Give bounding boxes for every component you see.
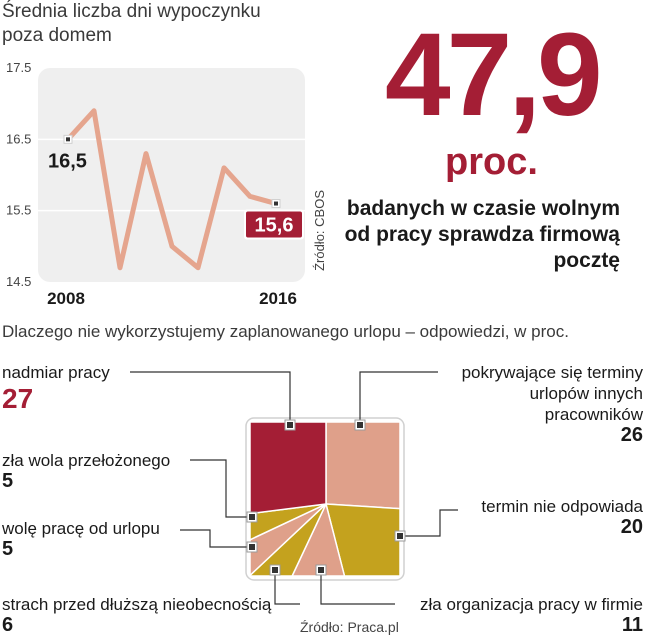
x-tick-label: 2016 — [259, 289, 297, 308]
y-tick-label: 14.5 — [6, 274, 31, 289]
x-tick-label: 2008 — [47, 289, 85, 308]
y-tick-label: 16.5 — [6, 131, 31, 146]
value-prefer-work: 5 — [2, 538, 14, 560]
data-point-core — [274, 201, 278, 206]
headline-value: 47,9 — [385, 9, 603, 141]
leader-line-overlap — [359, 371, 438, 425]
leader-line-prefer-work — [180, 529, 252, 548]
leader-marker-core — [357, 422, 363, 428]
label-prefer-work: wolę pracę od urlopu — [2, 519, 160, 538]
value-fear: 6 — [2, 614, 14, 636]
leader-line-boss — [190, 459, 252, 518]
line-chart-panel — [38, 68, 305, 282]
label-organisation: zła organizacja pracy w firmie — [420, 595, 643, 614]
pie-chart-source: Źródło: Praca.pl — [300, 619, 399, 635]
leader-line-bad-time — [400, 509, 458, 537]
label-fear: strach przed dłuższą nieobecnością — [2, 595, 272, 614]
y-tick-label: 15.5 — [6, 203, 31, 218]
label-bad-time: termin nie odpowiada — [481, 497, 643, 516]
leader-marker-core — [249, 544, 255, 550]
data-label-last: 15,6 — [255, 215, 294, 237]
pie-slice-overlap — [325, 421, 401, 510]
value-bad-time: 20 — [620, 516, 643, 538]
headline-description: badanych w czasie wolnym od pracy sprawd… — [344, 197, 620, 272]
value-boss: 5 — [2, 470, 14, 492]
leader-marker-core — [287, 422, 293, 428]
line-chart-title: Średnia liczba dni wypoczynku poza domem — [2, 1, 261, 46]
series-line — [66, 108, 277, 271]
leader-line-overwork — [130, 371, 291, 425]
headline-unit: proc. — [445, 141, 538, 183]
label-boss: zła wola przełożonego — [2, 451, 171, 470]
leader-marker-core — [272, 567, 278, 573]
value-overwork: 27 — [2, 383, 34, 414]
y-tick-label: 17.5 — [6, 60, 31, 75]
pie-chart-title: Dlaczego nie wykorzystujemy zaplanowaneg… — [2, 322, 569, 341]
leader-marker-core — [249, 514, 255, 520]
value-organisation: 11 — [621, 614, 643, 636]
data-label-last-box — [246, 211, 302, 238]
leader-marker-core — [318, 567, 324, 573]
data-label-first: 16,5 — [48, 150, 87, 172]
value-overlap: 26 — [620, 424, 643, 446]
leader-marker-core — [397, 533, 403, 539]
leader-line-fear — [274, 570, 300, 605]
label-overlap: pokrywające się terminy urlopów innych p… — [461, 363, 643, 424]
pie-slice-overwork — [249, 421, 327, 515]
leader-line-organisation — [320, 570, 395, 605]
label-overwork: nadmiar pracy — [2, 363, 110, 382]
data-point-core — [66, 137, 70, 142]
